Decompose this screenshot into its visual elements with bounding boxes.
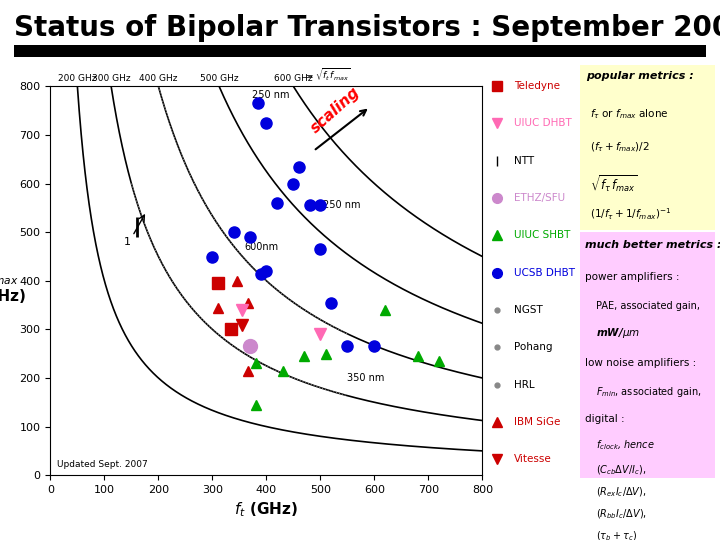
Text: $(1/f_\tau + 1/f_{max})^{-1}$: $(1/f_\tau + 1/f_{max})^{-1}$	[590, 206, 672, 222]
Text: $f_{clock}$, hence: $f_{clock}$, hence	[596, 438, 654, 453]
Text: digital :: digital :	[585, 414, 625, 424]
Text: UIUC DHBT: UIUC DHBT	[514, 118, 572, 129]
Text: $(R_{bb}I_c / \Delta V)$,: $(R_{bb}I_c / \Delta V)$,	[596, 508, 647, 521]
Text: $(R_{ex}I_c / \Delta V)$,: $(R_{ex}I_c / \Delta V)$,	[596, 485, 647, 499]
Text: $F_{min}$, associated gain,: $F_{min}$, associated gain,	[596, 384, 701, 399]
Text: mW/$\mu m$: mW/$\mu m$	[596, 326, 640, 340]
Text: 600 GHz: 600 GHz	[274, 75, 312, 84]
Text: 300 GHz: 300 GHz	[92, 75, 130, 84]
Text: ETHZ/SFU: ETHZ/SFU	[514, 193, 565, 203]
Text: Teledyne: Teledyne	[514, 81, 560, 91]
Text: 250 nm: 250 nm	[323, 200, 361, 211]
Text: 1: 1	[124, 237, 131, 247]
Text: 400 GHz: 400 GHz	[139, 75, 178, 84]
Text: $= \sqrt{f_t\, f_{max}}$: $= \sqrt{f_t\, f_{max}}$	[305, 68, 351, 84]
Text: Updated Sept. 2007: Updated Sept. 2007	[57, 461, 148, 469]
Text: $(f_\tau + f_{max})/2$: $(f_\tau + f_{max})/2$	[590, 140, 650, 154]
Text: 350 nm: 350 nm	[347, 373, 384, 383]
Text: $\sqrt{f_\tau\, f_{max}}$: $\sqrt{f_\tau\, f_{max}}$	[590, 173, 638, 194]
Text: HRL: HRL	[514, 380, 535, 390]
Text: much better metrics :: much better metrics :	[585, 240, 720, 249]
Text: low noise amplifiers :: low noise amplifiers :	[585, 357, 696, 368]
Text: $(C_{cb}\Delta V / I_c)$,: $(C_{cb}\Delta V / I_c)$,	[596, 463, 647, 477]
Text: PAE, associated gain,: PAE, associated gain,	[596, 301, 700, 311]
Text: 500 GHz: 500 GHz	[200, 75, 238, 84]
Text: UIUC SHBT: UIUC SHBT	[514, 231, 570, 240]
Text: NGST: NGST	[514, 305, 543, 315]
X-axis label: $f_t$ (GHz): $f_t$ (GHz)	[235, 501, 298, 519]
Text: scaling: scaling	[307, 84, 363, 136]
Text: Status of Bipolar Transistors : September 2007: Status of Bipolar Transistors : Septembe…	[14, 14, 720, 42]
Text: 200 GHz: 200 GHz	[58, 75, 96, 84]
Text: Pohang: Pohang	[514, 342, 552, 352]
Text: $(\tau_b + \tau_c)$: $(\tau_b + \tau_c)$	[596, 530, 637, 540]
Y-axis label: $f_{max}$
(GHz): $f_{max}$ (GHz)	[0, 268, 27, 304]
Text: UCSB DHBT: UCSB DHBT	[514, 268, 575, 278]
Text: 600nm: 600nm	[245, 242, 279, 252]
Text: $f_\tau$ or $f_{max}$ alone: $f_\tau$ or $f_{max}$ alone	[590, 107, 669, 122]
Text: Vitesse: Vitesse	[514, 454, 552, 464]
Text: NTT: NTT	[514, 156, 534, 166]
Text: power amplifiers :: power amplifiers :	[585, 272, 680, 281]
Text: popular metrics :: popular metrics :	[586, 71, 694, 82]
Text: IBM SiGe: IBM SiGe	[514, 417, 560, 427]
Text: 250 nm: 250 nm	[253, 90, 290, 100]
